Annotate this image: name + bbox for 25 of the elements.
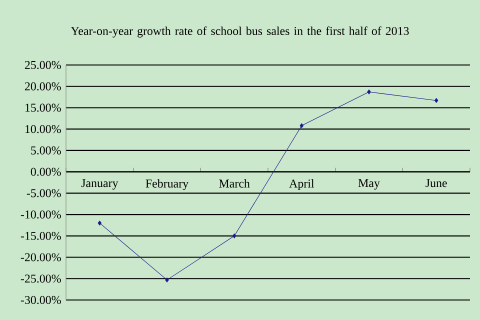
x-tick-label: March bbox=[219, 179, 250, 188]
y-tick-label: -30.00% bbox=[20, 296, 61, 304]
y-tick-label: 5.00% bbox=[31, 146, 61, 155]
y-tick-label: 0.00% bbox=[30, 168, 61, 176]
x-tick-label: January bbox=[81, 179, 118, 190]
point bbox=[98, 220, 102, 226]
y-tick-label: 25.00% bbox=[24, 60, 61, 70]
x-tick-label: June bbox=[426, 179, 447, 188]
y-tick-label: -10.00% bbox=[20, 210, 61, 219]
x-tick-label: April bbox=[289, 179, 314, 190]
y-tick-label: -5.00% bbox=[26, 189, 61, 198]
y-tick-label: -25.00% bbox=[20, 274, 61, 283]
point bbox=[300, 123, 304, 128]
point bbox=[367, 90, 371, 94]
point bbox=[232, 234, 236, 238]
chart-title: Year-on-year growth rate of school bus sales in the first half of 2013 bbox=[70, 26, 409, 38]
y-tick-label: 15.00% bbox=[25, 104, 61, 112]
point bbox=[165, 278, 169, 282]
y-tick-label: -20.00% bbox=[20, 253, 61, 262]
x-tick-label: May bbox=[358, 179, 380, 190]
y-tick-label: -15.00% bbox=[20, 232, 61, 240]
y-tick-label: 10.00% bbox=[25, 125, 61, 134]
point bbox=[434, 98, 438, 103]
x-tick-label: February bbox=[146, 179, 189, 190]
y-tick-label: 20.00% bbox=[24, 82, 61, 90]
